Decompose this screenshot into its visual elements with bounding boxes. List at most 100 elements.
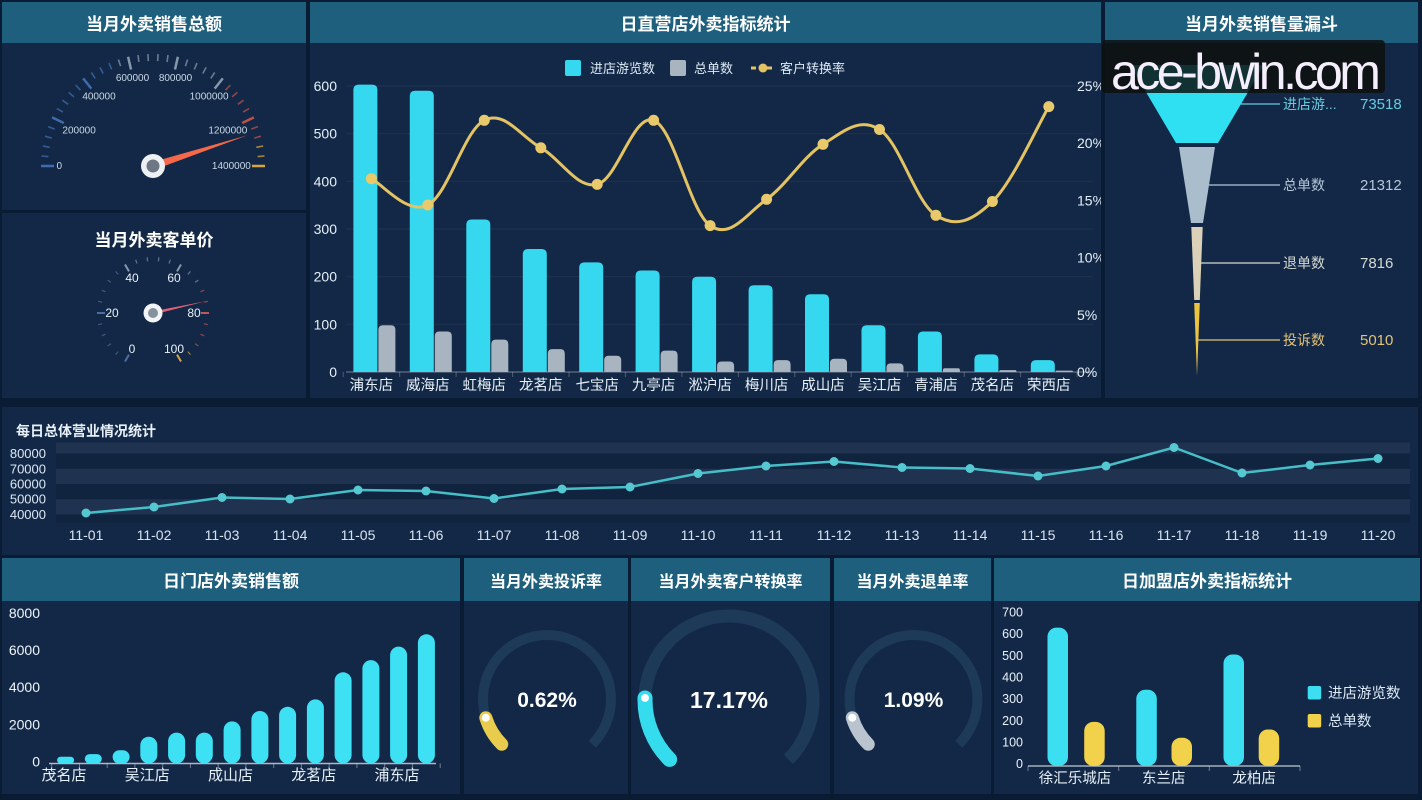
svg-text:300: 300 — [1002, 688, 1023, 707]
svg-text:威海店: 威海店 — [406, 374, 450, 395]
svg-text:虹梅店: 虹梅店 — [463, 374, 507, 395]
svg-text:成山店: 成山店 — [801, 374, 845, 395]
svg-text:8000: 8000 — [9, 603, 40, 623]
svg-text:总单数: 总单数 — [1328, 710, 1372, 731]
svg-text:73518: 73518 — [1360, 93, 1402, 114]
svg-text:11-09: 11-09 — [613, 525, 648, 545]
svg-text:11-08: 11-08 — [545, 525, 580, 545]
svg-text:进店游览数: 进店游览数 — [590, 58, 655, 77]
svg-text:7816: 7816 — [1360, 252, 1393, 273]
svg-text:70000: 70000 — [10, 458, 46, 477]
svg-text:11-01: 11-01 — [69, 525, 104, 545]
svg-text:2000: 2000 — [9, 714, 40, 734]
svg-text:40: 40 — [125, 269, 139, 286]
svg-text:龙柏店: 龙柏店 — [1232, 767, 1276, 788]
svg-text:50000: 50000 — [10, 489, 46, 508]
svg-text:5%: 5% — [1077, 305, 1097, 325]
svg-text:500: 500 — [314, 124, 338, 144]
svg-text:客户转换率: 客户转换率 — [780, 58, 845, 77]
svg-text:11-16: 11-16 — [1089, 525, 1124, 545]
svg-text:11-03: 11-03 — [205, 525, 240, 545]
svg-text:0: 0 — [32, 752, 40, 772]
svg-text:退单数: 退单数 — [1283, 253, 1325, 273]
svg-text:茂名店: 茂名店 — [41, 764, 86, 785]
svg-text:6000: 6000 — [9, 640, 40, 660]
svg-text:青浦店: 青浦店 — [914, 374, 958, 395]
svg-text:淞沪店: 淞沪店 — [688, 374, 732, 395]
svg-text:每日总体营业情况统计: 每日总体营业情况统计 — [16, 421, 156, 441]
svg-text:梅川店: 梅川店 — [745, 374, 789, 395]
svg-text:40000: 40000 — [10, 504, 46, 523]
svg-text:300: 300 — [314, 219, 338, 239]
svg-text:600: 600 — [314, 76, 338, 96]
svg-text:0: 0 — [1016, 753, 1023, 772]
svg-text:七宝店: 七宝店 — [575, 374, 619, 395]
svg-text:徐汇乐城店: 徐汇乐城店 — [1039, 767, 1112, 788]
svg-text:总单数: 总单数 — [1283, 175, 1325, 195]
svg-text:11-07: 11-07 — [477, 525, 512, 545]
svg-text:东兰店: 东兰店 — [1142, 767, 1186, 788]
svg-text:600: 600 — [1002, 623, 1023, 642]
svg-text:11-19: 11-19 — [1293, 525, 1328, 545]
svg-text:200: 200 — [1002, 710, 1023, 729]
svg-text:1400000: 1400000 — [212, 157, 251, 172]
svg-text:投诉数: 投诉数 — [1283, 330, 1325, 350]
svg-text:100: 100 — [314, 314, 338, 334]
svg-text:11-18: 11-18 — [1225, 525, 1260, 545]
svg-text:11-02: 11-02 — [137, 525, 172, 545]
svg-text:20%: 20% — [1077, 133, 1101, 153]
svg-text:10%: 10% — [1077, 248, 1101, 268]
svg-text:1000000: 1000000 — [190, 88, 229, 103]
svg-text:0: 0 — [57, 157, 63, 172]
svg-text:200000: 200000 — [62, 122, 96, 137]
svg-text:25%: 25% — [1077, 76, 1101, 96]
svg-text:浦东店: 浦东店 — [374, 764, 419, 785]
svg-text:5010: 5010 — [1360, 329, 1393, 350]
svg-text:800000: 800000 — [159, 69, 193, 84]
svg-text:龙茗店: 龙茗店 — [291, 764, 336, 785]
svg-text:九亭店: 九亭店 — [632, 374, 676, 395]
svg-text:11-11: 11-11 — [749, 525, 783, 545]
svg-text:浦东店: 浦东店 — [350, 374, 394, 395]
svg-text:荣西店: 荣西店 — [1027, 374, 1071, 395]
svg-text:700: 700 — [1002, 602, 1023, 621]
svg-text:11-05: 11-05 — [341, 525, 376, 545]
svg-text:11-06: 11-06 — [409, 525, 444, 545]
svg-text:15%: 15% — [1077, 190, 1101, 210]
svg-text:11-14: 11-14 — [953, 525, 988, 545]
svg-text:龙茗店: 龙茗店 — [519, 374, 563, 395]
svg-text:80: 80 — [187, 304, 201, 321]
svg-text:成山店: 成山店 — [208, 764, 253, 785]
svg-text:100: 100 — [164, 340, 184, 357]
svg-text:400: 400 — [314, 171, 338, 191]
svg-text:21312: 21312 — [1360, 174, 1402, 195]
svg-text:吴江店: 吴江店 — [125, 764, 170, 785]
svg-text:11-13: 11-13 — [885, 525, 920, 545]
svg-text:1200000: 1200000 — [208, 122, 247, 137]
svg-text:4000: 4000 — [9, 677, 40, 697]
svg-text:100: 100 — [1002, 732, 1023, 751]
svg-text:11-17: 11-17 — [1157, 525, 1192, 545]
svg-text:11-20: 11-20 — [1361, 525, 1396, 545]
svg-text:0.62%: 0.62% — [517, 684, 577, 714]
svg-text:200: 200 — [314, 267, 338, 287]
svg-text:60000: 60000 — [10, 474, 46, 493]
svg-text:1.09%: 1.09% — [884, 684, 944, 714]
svg-text:60: 60 — [167, 269, 181, 286]
svg-text:600000: 600000 — [116, 69, 150, 84]
svg-text:500: 500 — [1002, 645, 1023, 664]
svg-text:茂名店: 茂名店 — [971, 374, 1015, 395]
svg-text:进店游...: 进店游... — [1283, 94, 1337, 114]
svg-text:0: 0 — [129, 340, 136, 357]
svg-text:吴江店: 吴江店 — [858, 374, 902, 395]
svg-text:进店游览数: 进店游览数 — [1328, 682, 1401, 703]
svg-text:17.17%: 17.17% — [690, 681, 768, 715]
svg-text:11-12: 11-12 — [817, 525, 852, 545]
svg-text:0%: 0% — [1077, 362, 1097, 382]
svg-text:0: 0 — [329, 362, 337, 382]
svg-text:11-10: 11-10 — [681, 525, 716, 545]
svg-text:总单数: 总单数 — [694, 58, 733, 77]
svg-text:80000: 80000 — [10, 443, 46, 462]
svg-text:400: 400 — [1002, 667, 1023, 686]
svg-text:11-15: 11-15 — [1021, 525, 1056, 545]
